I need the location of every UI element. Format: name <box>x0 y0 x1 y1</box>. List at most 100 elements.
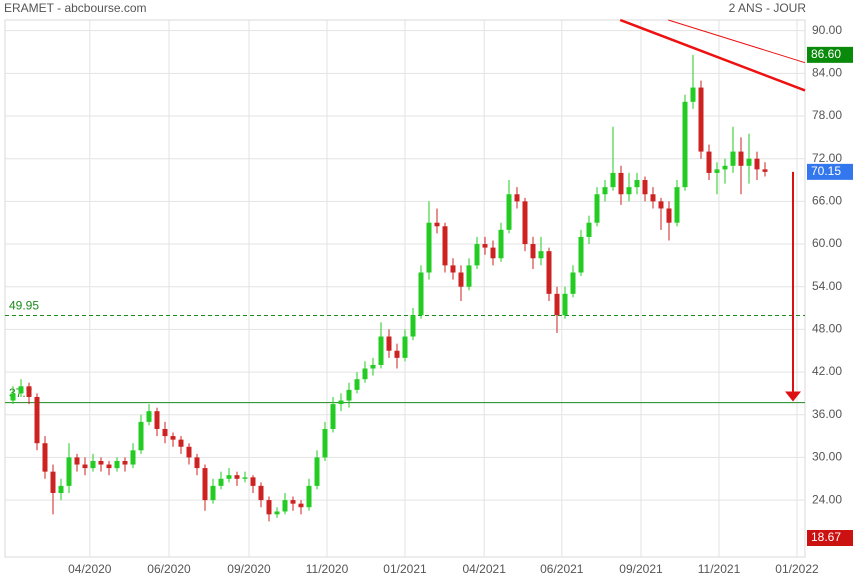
candle-body <box>146 411 152 422</box>
candle-body <box>154 411 160 429</box>
candle-body <box>210 485 216 501</box>
candle-body <box>650 194 656 202</box>
candle-body <box>602 187 608 195</box>
candle-body <box>674 187 680 223</box>
candle-body <box>186 446 192 458</box>
candle-body <box>538 251 544 259</box>
candle-body <box>754 158 760 170</box>
candle-body <box>506 194 512 230</box>
candle-body <box>242 477 248 479</box>
candle-body <box>474 244 480 266</box>
x-tick-label: 06/2020 <box>147 562 191 576</box>
y-tick-label: 66.00 <box>812 194 842 208</box>
candle-body <box>586 222 592 237</box>
candle-body <box>730 151 736 166</box>
candle-body <box>378 336 384 365</box>
candle-body <box>402 336 408 358</box>
candle-body <box>330 404 336 429</box>
candle-body <box>522 201 528 245</box>
candle-body <box>386 336 392 351</box>
price-badge <box>807 46 853 63</box>
candle-body <box>106 464 112 469</box>
chart-subtitle: 2 ANS - JOUR <box>729 1 807 15</box>
x-tick-label: 09/2020 <box>227 562 271 576</box>
candle-body <box>738 151 744 166</box>
candle-body <box>426 222 432 273</box>
candle-body <box>50 471 56 493</box>
candle-body <box>762 169 768 172</box>
candle-body <box>298 503 304 508</box>
candle-body <box>682 101 688 188</box>
y-tick-label: 36.00 <box>812 407 842 421</box>
candle-body <box>194 457 200 469</box>
price-badge-label: 86.60 <box>811 47 841 61</box>
candle-body <box>90 460 96 469</box>
candle-body <box>66 457 72 486</box>
candle-body <box>626 187 632 195</box>
candle-body <box>26 386 32 397</box>
candle-body <box>442 226 448 266</box>
x-tick-label: 04/2020 <box>68 562 112 576</box>
candle-body <box>578 236 584 273</box>
candle-body <box>482 244 488 248</box>
y-tick-label: 30.00 <box>812 450 842 464</box>
candle-body <box>562 293 568 316</box>
candle-body <box>594 194 600 223</box>
candle-body <box>618 172 624 195</box>
candle-body <box>642 180 648 195</box>
candle-body <box>746 158 752 166</box>
candle-body <box>122 460 128 465</box>
candle-body <box>162 428 168 437</box>
candle-body <box>266 500 272 515</box>
candle-body <box>458 272 464 287</box>
candle-body <box>258 485 264 501</box>
candle-body <box>218 478 224 486</box>
x-tick-label: 11/2021 <box>698 562 741 576</box>
y-tick-label: 90.00 <box>812 23 842 37</box>
price-badge <box>807 530 853 547</box>
candle-body <box>10 393 16 401</box>
candle-body <box>418 272 424 316</box>
candle-body <box>138 421 144 451</box>
candle-body <box>634 180 640 188</box>
candle-body <box>314 457 320 486</box>
y-tick-label: 78.00 <box>812 108 842 122</box>
candle-body <box>34 396 40 444</box>
x-tick-label: 09/2021 <box>619 562 663 576</box>
candle-body <box>690 87 696 102</box>
candle-body <box>234 475 240 479</box>
candle-body <box>658 201 664 209</box>
candle-body <box>338 400 344 405</box>
candle-body <box>250 477 256 486</box>
candle-body <box>322 428 328 458</box>
candle-body <box>554 293 560 316</box>
x-tick-label: 11/2020 <box>306 562 349 576</box>
candle-body <box>714 169 720 173</box>
candle-body <box>370 364 376 369</box>
price-badge-label: 18.67 <box>811 530 841 544</box>
candle-body <box>354 379 360 390</box>
candle-body <box>570 272 576 294</box>
y-tick-label: 42.00 <box>812 364 842 378</box>
x-tick-label: 04/2021 <box>463 562 507 576</box>
candle-body <box>226 475 232 479</box>
candle-body <box>410 315 416 337</box>
candle-body <box>434 222 440 227</box>
y-tick-label: 72.00 <box>812 151 842 165</box>
candle-body <box>82 464 88 469</box>
arrow-head <box>785 391 801 402</box>
candle-body <box>178 439 184 447</box>
y-tick-label: 24.00 <box>812 492 842 506</box>
candle-body <box>466 265 472 287</box>
horizontal-line-label: 49.95 <box>9 299 39 313</box>
candle-body <box>722 165 728 170</box>
y-tick-label: 48.00 <box>812 322 842 336</box>
candle-body <box>394 350 400 358</box>
candle-body <box>18 386 24 394</box>
candle-body <box>306 485 312 508</box>
y-tick-label: 60.00 <box>812 236 842 250</box>
candle-body <box>706 151 712 173</box>
trend-line <box>619 18 806 92</box>
candle-body <box>282 500 288 512</box>
